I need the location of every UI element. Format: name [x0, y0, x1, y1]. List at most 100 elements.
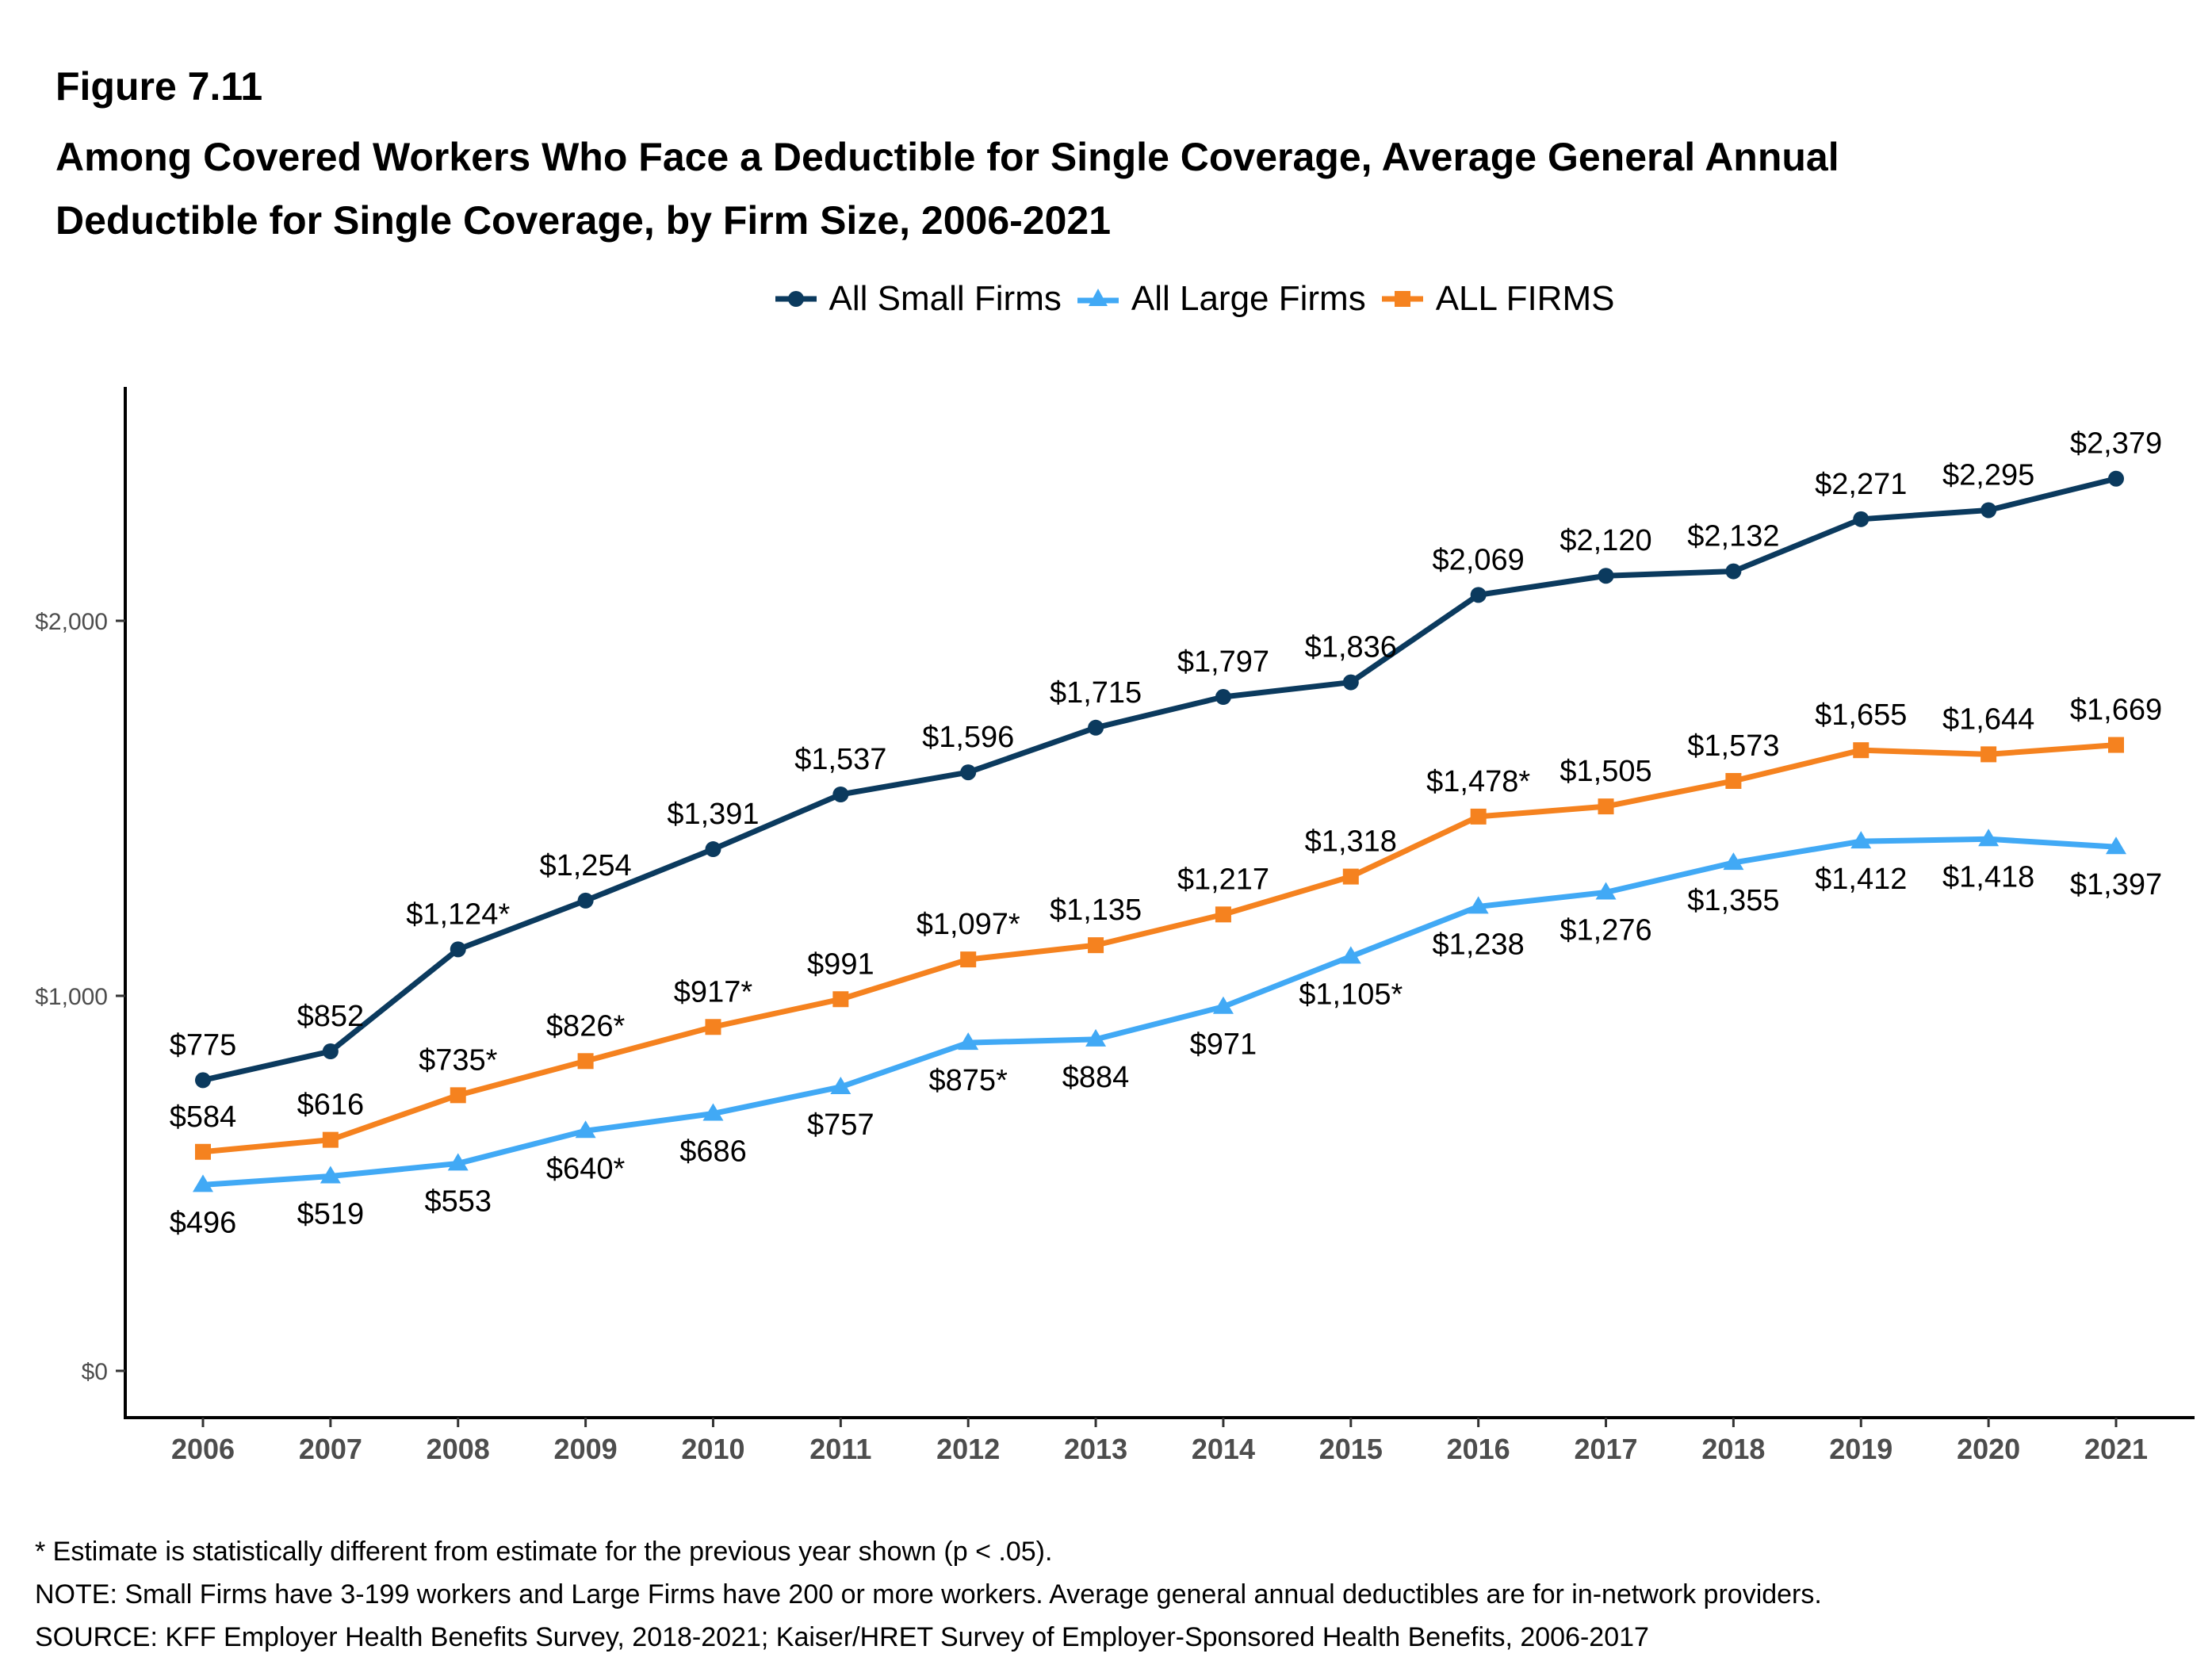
data-label: $2,132: [1687, 520, 1779, 553]
data-point-square: [1342, 868, 1359, 885]
x-tick-label: 2020: [1957, 1433, 2020, 1465]
legend-label: All Small Firms: [829, 279, 1062, 318]
data-label: $1,391: [667, 798, 759, 831]
data-point-circle: [1088, 719, 1104, 736]
data-point-square: [1088, 937, 1104, 954]
data-point-triangle: [575, 1120, 596, 1139]
data-point-triangle: [958, 1032, 979, 1051]
data-point-triangle: [2106, 836, 2126, 855]
data-label: $519: [297, 1198, 365, 1231]
data-label: $584: [170, 1100, 237, 1134]
data-label: $496: [170, 1206, 237, 1239]
x-tick-label: 2015: [1319, 1433, 1383, 1465]
data-point-triangle: [447, 1153, 469, 1171]
data-label: $2,379: [2070, 427, 2162, 461]
data-point-square: [2108, 737, 2124, 753]
data-label: $757: [807, 1108, 874, 1142]
data-label: $991: [807, 947, 874, 981]
data-point-square: [960, 951, 977, 968]
data-label: $1,537: [794, 743, 886, 776]
data-point-square: [322, 1131, 339, 1148]
x-tick-label: 2008: [427, 1433, 490, 1465]
data-point-circle: [322, 1043, 339, 1060]
data-point-circle: [1725, 563, 1742, 580]
data-label: $1,135: [1050, 894, 1142, 927]
series-line-all-large-firms: [202, 836, 2117, 1188]
legend-square-marker-icon: [1381, 291, 1423, 307]
data-point-triangle: [1723, 852, 1744, 871]
data-label: $1,797: [1177, 645, 1269, 679]
axes: [124, 387, 2195, 1419]
figure-label: Figure 7.11: [55, 64, 263, 109]
data-point-circle: [1853, 511, 1869, 527]
data-label: $1,836: [1305, 631, 1397, 664]
data-point-circle: [1342, 674, 1359, 691]
data-label: $2,069: [1433, 543, 1525, 576]
data-point-circle: [960, 764, 977, 781]
data-point-circle: [2108, 470, 2124, 487]
data-label: $735*: [419, 1043, 498, 1077]
x-tick-label: 2014: [1192, 1433, 1255, 1465]
x-tick-label: 2011: [809, 1433, 871, 1465]
data-label: $1,124*: [406, 898, 510, 931]
x-tick-label: 2021: [2084, 1433, 2148, 1465]
data-label: $971: [1190, 1028, 1257, 1062]
data-point-square: [1980, 746, 1997, 763]
data-point-triangle: [702, 1103, 724, 1121]
legend-label: All Large Firms: [1131, 279, 1366, 318]
x-tick-label: 2019: [1829, 1433, 1892, 1465]
data-label: $1,644: [1942, 702, 2034, 736]
x-tick-label: 2018: [1701, 1433, 1765, 1465]
y-tick-label: $0: [82, 1359, 108, 1385]
data-point-circle: [1215, 689, 1231, 706]
data-label: $640*: [546, 1152, 626, 1185]
data-point-circle: [450, 941, 466, 958]
footnote-significance: * Estimate is statistically different fr…: [35, 1537, 1053, 1567]
data-label: $1,276: [1559, 913, 1651, 947]
data-point-triangle: [1978, 829, 2000, 847]
data-point-circle: [1598, 568, 1614, 584]
chart-title: Among Covered Workers Who Face a Deducti…: [55, 125, 2196, 252]
data-label: $1,655: [1815, 699, 1907, 732]
data-point-triangle: [1085, 1028, 1107, 1047]
data-point-triangle: [320, 1166, 341, 1184]
data-label: $1,355: [1687, 884, 1779, 917]
data-point-triangle: [1212, 996, 1234, 1014]
data-point-triangle: [193, 1174, 213, 1192]
data-point-square: [577, 1053, 594, 1070]
x-tick-label: 2017: [1574, 1433, 1637, 1465]
x-tick-label: 2016: [1447, 1433, 1510, 1465]
data-label: $1,238: [1433, 928, 1525, 961]
data-point-square: [1725, 772, 1742, 789]
legend-item-all-firms: ALL FIRMS: [1380, 279, 1615, 319]
x-tick-label: 2012: [936, 1433, 1000, 1465]
legend-label: ALL FIRMS: [1435, 279, 1615, 318]
data-label: $775: [170, 1028, 237, 1062]
footnote-source: SOURCE: KFF Employer Health Benefits Sur…: [35, 1622, 1649, 1652]
chart-title-line-1: Among Covered Workers Who Face a Deducti…: [55, 135, 1839, 179]
data-point-triangle: [830, 1076, 852, 1094]
data-point-square: [1470, 808, 1487, 825]
legend-triangle-marker-icon: [1077, 289, 1119, 306]
series-line-all-firms: [202, 742, 2117, 1155]
data-label: $1,318: [1305, 825, 1397, 859]
data-label: $1,397: [2070, 868, 2162, 901]
data-label: $686: [679, 1135, 747, 1169]
footnote-note: NOTE: Small Firms have 3-199 workers and…: [35, 1579, 1822, 1610]
data-point-square: [450, 1087, 466, 1104]
data-point-triangle: [1850, 831, 1872, 849]
data-label: $1,418: [1942, 860, 2034, 894]
legend-circle-marker-icon: [775, 291, 817, 307]
data-label: $2,295: [1942, 458, 2034, 492]
data-label: $2,120: [1559, 524, 1651, 557]
y-tick-label: $2,000: [35, 609, 108, 635]
series-line-all-small-firms: [202, 476, 2117, 1083]
data-label: $1,097*: [917, 908, 1020, 941]
data-label: $1,217: [1177, 863, 1269, 896]
x-tick-label: 2007: [299, 1433, 362, 1465]
chart-title-line-2: Deductible for Single Coverage, by Firm …: [55, 198, 1112, 243]
data-label: $553: [424, 1185, 492, 1218]
data-label: $1,505: [1559, 755, 1651, 788]
data-point-square: [1598, 798, 1614, 815]
